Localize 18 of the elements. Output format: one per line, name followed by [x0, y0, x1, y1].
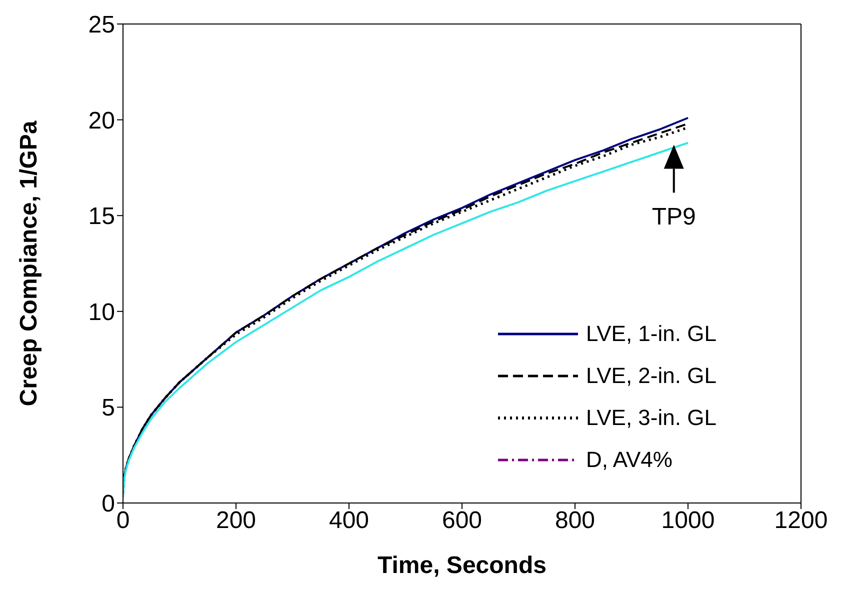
legend-label: LVE, 1-in. GL — [586, 321, 716, 347]
x-tick-label: 800 — [554, 507, 596, 534]
y-tick-label: 10 — [88, 298, 115, 326]
y-tick-label: 5 — [102, 394, 115, 422]
y-tick-label: 15 — [88, 203, 115, 230]
x-tick-label: 400 — [328, 507, 370, 534]
annotation: TP9 — [652, 204, 696, 231]
legend-label: D, AV4% — [586, 447, 672, 473]
y-axis-title: Creep Compiance, 1/GPa — [16, 120, 43, 406]
y-tick-label: 20 — [88, 107, 115, 134]
x-tick-label: 200 — [216, 507, 256, 534]
legend-label: LVE, 2-in. GL — [586, 363, 716, 389]
x-tick-label: 1200 — [774, 507, 828, 534]
x-axis-title: Time, Seconds — [378, 552, 546, 579]
x-tick-label: 600 — [442, 507, 482, 534]
x-tick-label: 1000 — [661, 507, 715, 534]
legend-label: LVE, 3-in. GL — [586, 405, 716, 431]
y-tick-label: 25 — [88, 12, 115, 39]
